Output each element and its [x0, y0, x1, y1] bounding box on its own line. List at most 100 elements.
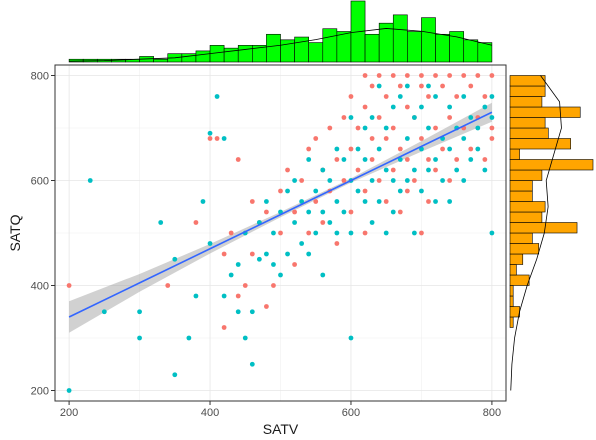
point-series-2	[137, 309, 142, 315]
right-histogram-bar	[509, 222, 578, 234]
point-series-1	[235, 293, 241, 299]
point-series-1	[348, 146, 354, 152]
point-series-1	[306, 230, 312, 236]
point-series-2	[235, 262, 241, 267]
point-series-2	[461, 136, 467, 141]
right-histogram-bar	[509, 117, 546, 129]
point-series-2	[348, 230, 354, 236]
y-axis-title: SATQ	[7, 214, 23, 251]
point-series-1	[228, 230, 234, 236]
point-series-2	[390, 178, 396, 183]
point-series-1	[271, 283, 276, 288]
right-histogram-bar	[509, 96, 543, 108]
point-series-2	[397, 157, 403, 162]
top-histogram-bar	[237, 45, 253, 63]
x-tick-label: 200	[60, 407, 78, 419]
point-series-1	[404, 73, 410, 78]
point-series-1	[482, 157, 488, 162]
ci-ribbon	[69, 102, 492, 333]
point-series-1	[165, 283, 171, 288]
point-series-2	[285, 188, 290, 194]
point-series-1	[362, 73, 368, 78]
point-series-1	[249, 199, 255, 204]
point-series-2	[186, 335, 192, 341]
point-series-2	[489, 230, 495, 236]
top-histogram-bar	[407, 31, 422, 63]
y-tick-label: 200	[31, 386, 49, 398]
top-histogram-bar	[181, 53, 197, 63]
point-series-1	[419, 136, 424, 141]
point-series-2	[320, 209, 326, 215]
main-scatter-panel: 200 400 600 800 200 400 600 800	[31, 64, 507, 419]
right-histogram-bar	[509, 85, 546, 97]
fit-line	[68, 111, 493, 318]
right-histogram-bar	[509, 127, 549, 139]
right-histogram-bar	[509, 180, 533, 192]
point-series-2	[419, 188, 424, 194]
point-series-1	[299, 178, 305, 183]
point-series-1	[447, 178, 453, 183]
right-histogram-bar	[509, 148, 520, 160]
point-series-1	[306, 146, 312, 152]
point-series-2	[482, 167, 488, 173]
point-series-2	[411, 115, 417, 120]
point-series-2	[369, 115, 375, 120]
point-series-2	[390, 104, 396, 110]
point-series-2	[256, 256, 262, 262]
top-histogram-bar	[421, 17, 436, 63]
point-series-2	[376, 146, 382, 152]
point-series-1	[313, 199, 319, 204]
point-series-2	[207, 130, 213, 136]
point-series-1	[376, 73, 382, 78]
point-series-2	[419, 104, 424, 110]
point-series-1	[221, 325, 227, 330]
point-series-2	[397, 94, 403, 99]
point-series-2	[461, 178, 467, 183]
x-axis-ticks: 200 400 600 800	[60, 401, 501, 419]
point-series-1	[320, 220, 326, 225]
point-series-2	[348, 115, 354, 120]
point-series-2	[447, 199, 453, 204]
point-series-1	[292, 209, 297, 215]
point-series-2	[249, 361, 255, 367]
point-series-2	[264, 199, 269, 204]
point-series-2	[341, 209, 347, 215]
point-series-1	[214, 136, 220, 141]
point-series-2	[475, 125, 481, 131]
top-marginal-histogram	[68, 0, 493, 63]
point-series-1	[362, 230, 368, 236]
point-series-2	[397, 188, 403, 194]
point-series-1	[355, 125, 361, 131]
right-histogram-bar	[509, 201, 546, 213]
point-series-2	[383, 230, 389, 236]
point-series-1	[397, 83, 403, 89]
right-marginal-histogram	[509, 75, 594, 391]
point-series-1	[454, 94, 460, 99]
point-series-1	[419, 73, 424, 78]
y-tick-label: 800	[31, 71, 49, 83]
top-histogram-bar	[308, 42, 324, 63]
point-series-1	[207, 136, 213, 141]
right-histogram-bar	[509, 264, 517, 276]
point-series-2	[433, 199, 438, 204]
point-series-2	[369, 220, 375, 225]
point-series-1	[278, 188, 283, 194]
point-series-2	[404, 83, 410, 89]
point-series-1	[348, 94, 354, 99]
point-series-1	[313, 136, 319, 141]
point-series-1	[355, 167, 361, 173]
point-series-2	[334, 230, 340, 236]
right-histogram-bar	[509, 232, 533, 244]
point-series-2	[313, 230, 319, 236]
top-histogram-bar	[435, 33, 450, 63]
point-series-2	[214, 94, 220, 99]
point-series-2	[376, 83, 382, 89]
point-series-2	[383, 167, 389, 173]
point-series-2	[426, 167, 431, 173]
point-series-2	[249, 309, 255, 315]
point-series-1	[404, 188, 410, 194]
point-series-2	[158, 220, 164, 225]
right-histogram-bar	[509, 285, 514, 297]
point-series-1	[468, 146, 474, 152]
scatter-points	[66, 73, 495, 393]
